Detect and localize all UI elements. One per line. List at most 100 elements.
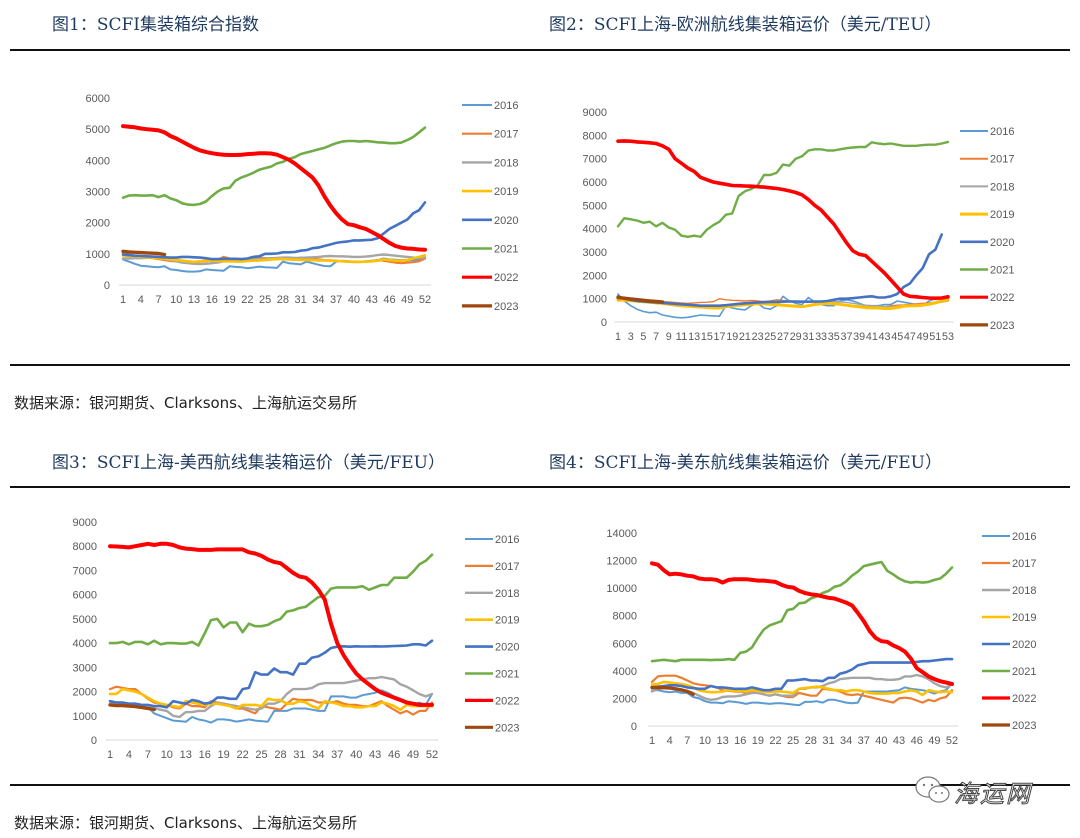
series-line-2020: [650, 657, 954, 692]
x-tick-label: 4: [667, 735, 673, 747]
series-line-2019: [108, 687, 434, 712]
legend-label-2020: 2020: [495, 642, 519, 654]
y-tick-label: 0: [91, 735, 97, 747]
series-line-2021: [121, 126, 427, 207]
series-line-2022: [108, 541, 434, 707]
wechat-icon: [915, 776, 950, 803]
x-tick-label: 51: [929, 331, 941, 343]
y-tick-label: 2000: [73, 687, 97, 699]
series-line-2023: [650, 685, 695, 696]
x-tick-label: 46: [911, 735, 923, 747]
source-note-2: 数据来源：银河期货、Clarksons、上海航运交易所: [14, 814, 358, 832]
x-tick-label: 10: [699, 735, 711, 747]
x-tick-label: 1: [120, 294, 126, 306]
x-tick-label: 34: [312, 294, 324, 306]
figure-4-title: 图4：SCFI上海-美东航线集装箱运价（美元/FEU）: [549, 453, 942, 473]
legend-label-2019: 2019: [495, 615, 519, 627]
y-tick-label: 4000: [73, 638, 97, 650]
x-tick-label: 40: [348, 294, 360, 306]
x-tick-label: 10: [170, 294, 182, 306]
series-line-2021: [616, 140, 950, 239]
x-tick-label: 37: [330, 294, 342, 306]
series-line-2020: [108, 639, 434, 709]
legend-label-2023: 2023: [1012, 720, 1036, 732]
x-tick-label: 29: [790, 331, 802, 343]
source-note-1: 数据来源：银河期货、Clarksons、上海航运交易所: [14, 394, 358, 412]
legend-label-2018: 2018: [1012, 585, 1036, 597]
x-tick-label: 3: [628, 331, 634, 343]
y-tick-label: 2000: [613, 693, 637, 705]
series-line-2021: [650, 560, 954, 663]
series-line-2017: [650, 674, 954, 704]
y-tick-label: 1000: [73, 711, 97, 723]
x-tick-label: 28: [277, 294, 289, 306]
x-tick-label: 21: [739, 331, 751, 343]
x-tick-label: 34: [840, 735, 852, 747]
x-tick-label: 52: [946, 735, 958, 747]
x-tick-label: 41: [866, 331, 878, 343]
divider-mid-2: [10, 486, 1070, 488]
y-tick-label: 7000: [583, 154, 607, 166]
legend-label-2022: 2022: [1012, 693, 1036, 705]
watermark: 海运网: [912, 770, 1062, 810]
legend-label-2018: 2018: [494, 157, 518, 169]
legend-label-2017: 2017: [990, 154, 1014, 166]
y-tick-label: 1000: [86, 249, 110, 261]
series-line-2022: [616, 139, 950, 301]
x-tick-label: 1: [615, 331, 621, 343]
x-tick-label: 7: [653, 331, 659, 343]
y-tick-label: 9000: [73, 517, 97, 529]
legend-label-2019: 2019: [1012, 612, 1036, 624]
x-tick-label: 23: [752, 331, 764, 343]
x-tick-label: 43: [893, 735, 905, 747]
y-tick-label: 8000: [583, 130, 607, 142]
x-tick-label: 47: [904, 331, 916, 343]
legend-label-2020: 2020: [1012, 639, 1036, 651]
legend-label-2017: 2017: [494, 129, 518, 141]
x-tick-label: 34: [312, 749, 324, 761]
x-tick-label: 37: [840, 331, 852, 343]
legend-label-2017: 2017: [495, 561, 519, 573]
y-tick-label: 6000: [86, 93, 110, 105]
x-tick-label: 15: [701, 331, 713, 343]
x-tick-label: 40: [875, 735, 887, 747]
legend-label-2023: 2023: [990, 320, 1014, 332]
x-tick-label: 9: [666, 331, 672, 343]
x-tick-label: 43: [369, 749, 381, 761]
series-line-2020: [121, 201, 427, 261]
y-tick-label: 14000: [606, 528, 637, 540]
series-line-2021: [108, 553, 434, 647]
x-tick-label: 46: [383, 294, 395, 306]
legend-label-2016: 2016: [1012, 531, 1036, 543]
x-tick-label: 16: [206, 294, 218, 306]
y-tick-label: 5000: [86, 124, 110, 136]
x-tick-label: 13: [188, 294, 200, 306]
x-tick-label: 49: [917, 331, 929, 343]
divider-top: [10, 49, 1070, 51]
x-tick-label: 43: [366, 294, 378, 306]
x-tick-label: 31: [822, 735, 834, 747]
legend-label-2019: 2019: [990, 209, 1014, 221]
y-tick-label: 6000: [73, 590, 97, 602]
x-tick-label: 28: [274, 749, 286, 761]
y-tick-label: 9000: [583, 107, 607, 119]
legend-label-2022: 2022: [990, 292, 1014, 304]
legend-label-2022: 2022: [495, 695, 519, 707]
x-tick-label: 25: [255, 749, 267, 761]
y-tick-label: 6000: [583, 177, 607, 189]
series-line-2016: [651, 682, 953, 707]
x-tick-label: 19: [726, 331, 738, 343]
legend-label-2021: 2021: [494, 244, 518, 256]
series-line-2023: [108, 703, 156, 712]
legend-label-2019: 2019: [494, 186, 518, 198]
series-line-2018: [108, 675, 434, 719]
series-line-2020: [616, 233, 944, 308]
x-tick-label: 7: [155, 294, 161, 306]
divider-mid-1: [10, 364, 1070, 366]
legend-label-2023: 2023: [494, 301, 518, 313]
series-line-2019: [650, 680, 954, 697]
x-tick-label: 19: [752, 735, 764, 747]
